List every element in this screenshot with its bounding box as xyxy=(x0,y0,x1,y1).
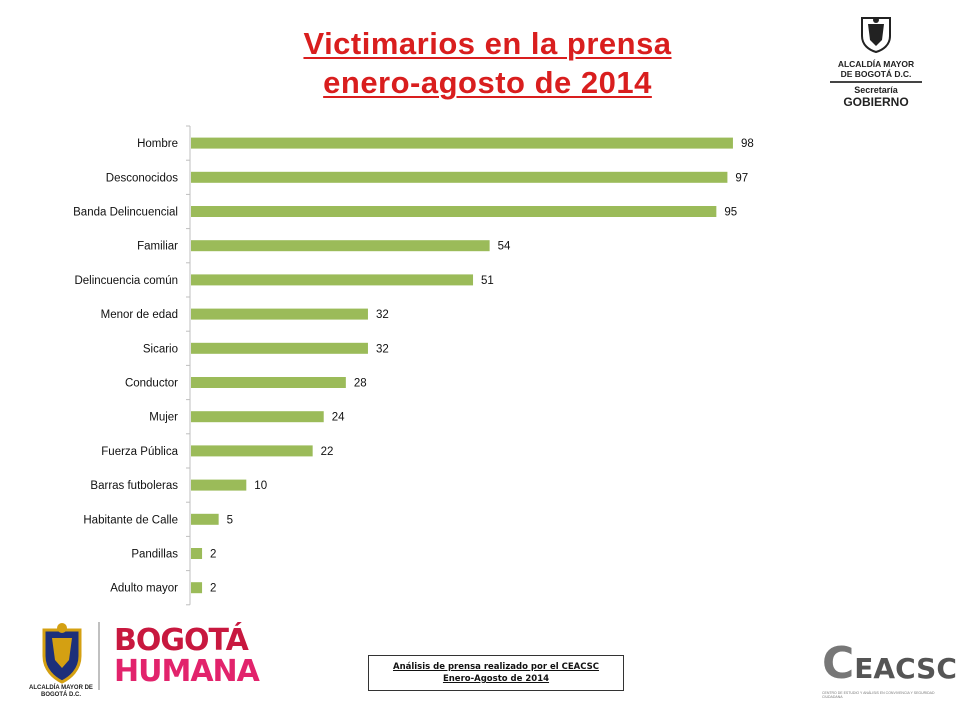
data-label: 95 xyxy=(724,207,737,219)
category-label: Desconocidos xyxy=(106,172,178,184)
data-label: 22 xyxy=(321,446,334,458)
ceacsc-subtitle: CENTRO DE ESTUDIO Y ANÁLISIS EN CONVIVEN… xyxy=(822,691,935,699)
logo-line1: ALCALDÍA MAYOR xyxy=(837,59,915,69)
alcaldia-gobierno-logo: ALCALDÍA MAYOR DE BOGOTÁ D.C. Secretaría… xyxy=(826,14,926,109)
bar xyxy=(191,377,346,388)
ceacsc-initial: C xyxy=(822,638,855,689)
category-label: Pandillas xyxy=(131,549,178,561)
data-label: 2 xyxy=(210,583,216,595)
bar xyxy=(191,206,717,217)
logo-line2: DE BOGOTÁ D.C. xyxy=(840,69,912,79)
logo-line4: GOBIERNO xyxy=(843,94,909,109)
ceacsc-logo: CEACSC xyxy=(822,642,957,686)
bogota-word: BOGOTÁ xyxy=(114,623,249,658)
bar xyxy=(191,582,203,594)
category-label: Sicario xyxy=(143,343,178,355)
category-label: Delincuencia común xyxy=(74,275,178,287)
data-label: 5 xyxy=(227,514,233,526)
bar xyxy=(191,513,219,525)
data-label: 98 xyxy=(741,138,754,150)
chart-title-line1: Victimarios en la prensa xyxy=(303,26,672,61)
bar xyxy=(191,342,368,354)
data-label: 54 xyxy=(498,241,511,253)
data-label: 24 xyxy=(332,412,345,424)
source-note: Análisis de prensa realizado por el CEAC… xyxy=(368,655,624,691)
bottom-logo-caption: ALCALDÍA MAYOR DE BOGOTÁ D.C. xyxy=(29,685,93,698)
data-label: 97 xyxy=(735,172,748,184)
source-note-line1: Análisis de prensa realizado por el CEAC… xyxy=(392,662,600,672)
bar xyxy=(191,479,247,491)
category-label: Familiar xyxy=(137,241,178,253)
data-label: 28 xyxy=(354,378,367,390)
bar-chart: Hombre 98 Desconocidos 97 Banda Delincuencia… xyxy=(73,125,754,606)
data-label: 32 xyxy=(376,343,389,355)
category-label: Fuerza Pública xyxy=(101,446,178,458)
bar xyxy=(191,137,733,149)
source-note-line2: Enero-Agosto de 2014 xyxy=(442,674,550,684)
ceacsc-rest: EACSC xyxy=(854,652,957,685)
bar xyxy=(191,548,203,559)
bar xyxy=(191,240,490,252)
bar xyxy=(191,274,474,286)
category-label: Adulto mayor xyxy=(110,583,178,595)
bar xyxy=(191,308,368,320)
logo-line3: Secretaría xyxy=(854,84,898,95)
category-label: Banda Delincuencial xyxy=(73,207,178,219)
category-label: Barras futboleras xyxy=(90,480,178,492)
chart-title: Victimarios en la prensa enero-agosto de… xyxy=(0,24,960,102)
logo-divider xyxy=(830,81,922,83)
data-label: 10 xyxy=(254,480,267,492)
bar xyxy=(191,171,728,183)
bar xyxy=(191,445,313,457)
chart-title-line2: enero-agosto de 2014 xyxy=(323,65,652,100)
category-label: Hombre xyxy=(137,138,178,150)
bar xyxy=(191,411,324,423)
bogota-coat-of-arms-icon xyxy=(42,623,82,684)
data-label: 32 xyxy=(376,309,389,321)
category-label: Habitante de Calle xyxy=(83,514,178,526)
data-label: 2 xyxy=(210,549,216,561)
data-label: 51 xyxy=(481,275,494,287)
category-label: Conductor xyxy=(125,378,178,390)
logo-divider-vertical xyxy=(98,622,100,690)
bogota-humana-logo: BOGOTÁ HUMANA xyxy=(114,623,260,689)
coat-of-arms-icon xyxy=(861,17,891,54)
category-label: Mujer xyxy=(149,412,178,424)
humana-word: HUMANA xyxy=(114,654,260,689)
category-label: Menor de edad xyxy=(101,309,178,321)
